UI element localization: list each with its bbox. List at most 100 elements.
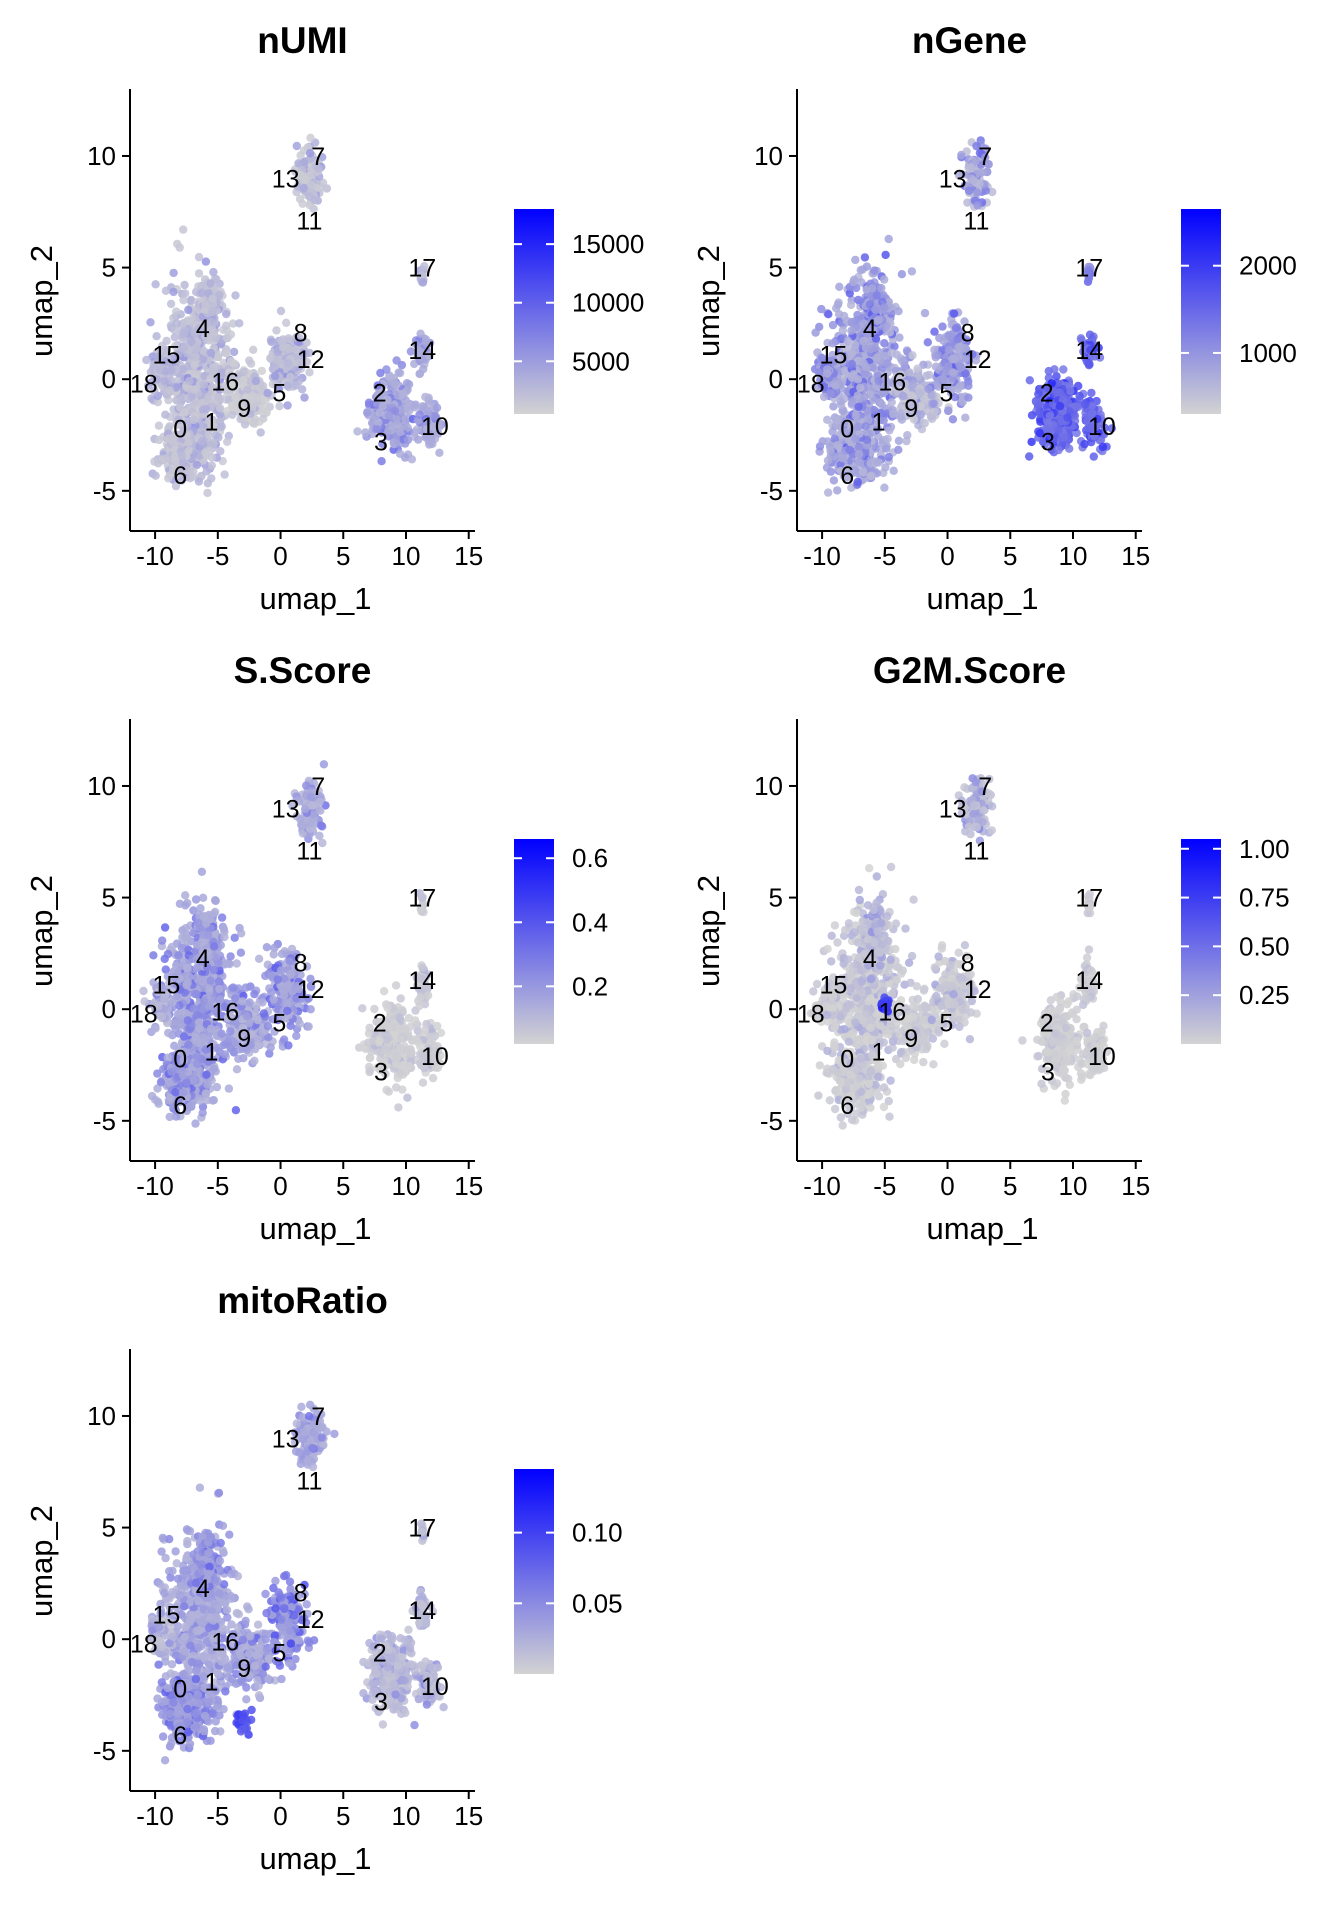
y-tick-label: 10 <box>754 141 783 171</box>
data-point <box>880 303 889 312</box>
data-point <box>824 310 833 319</box>
data-point <box>204 983 214 993</box>
data-point <box>179 225 188 234</box>
data-point <box>199 354 208 363</box>
data-point <box>192 344 202 353</box>
data-point <box>856 266 865 275</box>
data-point <box>851 345 860 355</box>
data-point <box>860 392 869 401</box>
data-point <box>146 318 155 327</box>
data-point <box>250 1056 259 1066</box>
panel-title: nUMI <box>257 20 347 61</box>
legend-label: 2000 <box>1239 251 1297 281</box>
data-point <box>261 407 270 416</box>
data-point <box>938 322 947 331</box>
data-point <box>353 427 362 436</box>
data-point <box>184 446 193 455</box>
data-point <box>203 488 212 498</box>
cluster-label: 15 <box>819 342 847 370</box>
data-point <box>172 319 181 328</box>
data-point <box>291 381 301 390</box>
data-point <box>217 422 226 431</box>
data-point <box>220 932 229 942</box>
data-point <box>214 393 223 402</box>
x-tick-label: 10 <box>1059 541 1088 571</box>
cluster-label: 11 <box>963 208 989 236</box>
data-point <box>419 403 428 412</box>
data-point <box>944 345 953 355</box>
data-point <box>950 355 959 364</box>
cluster-label: 6 <box>840 462 854 490</box>
data-point <box>395 449 405 458</box>
data-point <box>210 896 220 905</box>
data-point <box>286 372 295 382</box>
data-point <box>1098 442 1108 451</box>
data-point <box>930 327 939 336</box>
data-point <box>870 343 880 352</box>
data-point <box>949 309 959 318</box>
data-point <box>259 1009 269 1018</box>
data-point <box>855 457 864 467</box>
data-point <box>272 326 281 335</box>
data-point <box>961 413 970 422</box>
data-point <box>217 913 227 922</box>
cluster-label: 14 <box>408 337 436 365</box>
y-tick-label: 0 <box>769 364 783 394</box>
data-point <box>173 1016 182 1026</box>
data-point <box>227 401 237 410</box>
data-point <box>170 326 180 335</box>
data-point <box>421 392 430 402</box>
data-point <box>185 377 194 386</box>
data-point <box>299 184 308 193</box>
data-point <box>377 457 386 466</box>
data-point <box>229 347 239 357</box>
data-point <box>165 386 174 395</box>
data-point <box>826 389 835 398</box>
data-point <box>193 1052 202 1061</box>
data-point <box>163 1053 172 1062</box>
data-point <box>197 437 207 446</box>
cluster-label: 8 <box>961 319 975 347</box>
cluster-label: 0 <box>840 415 854 443</box>
data-point <box>189 1075 199 1084</box>
data-point <box>154 435 164 445</box>
cluster-label: 13 <box>272 165 300 193</box>
data-point <box>847 360 857 369</box>
legend-colorbar <box>1181 209 1221 414</box>
data-point <box>957 150 966 160</box>
data-point <box>853 422 862 431</box>
cluster-label: 12 <box>964 346 992 374</box>
data-point <box>363 408 372 418</box>
data-point <box>191 895 201 904</box>
cluster-label: 16 <box>878 368 906 396</box>
data-point <box>907 267 917 276</box>
cluster-label: 6 <box>173 462 187 490</box>
data-point <box>214 352 223 362</box>
data-point <box>219 924 229 934</box>
data-point <box>258 381 268 391</box>
data-point <box>147 1091 157 1101</box>
cluster-label: 3 <box>374 429 388 457</box>
data-point <box>180 933 189 942</box>
data-point <box>1027 411 1037 420</box>
data-point <box>435 448 444 457</box>
data-point <box>190 989 199 999</box>
data-point <box>887 348 896 358</box>
data-point <box>276 306 286 316</box>
data-point <box>930 407 939 416</box>
data-point <box>894 445 903 454</box>
data-point <box>392 415 401 424</box>
data-point <box>180 280 189 290</box>
data-point <box>884 452 893 462</box>
cluster-label: 5 <box>272 380 286 408</box>
legend-label: 10000 <box>572 288 644 318</box>
cluster-label: 18 <box>130 371 158 399</box>
data-point <box>913 364 922 373</box>
data-point <box>854 450 864 459</box>
x-tick-label: -5 <box>873 541 896 571</box>
data-point <box>208 294 217 303</box>
data-point <box>243 385 252 394</box>
data-point <box>880 483 889 492</box>
data-point <box>194 252 204 262</box>
